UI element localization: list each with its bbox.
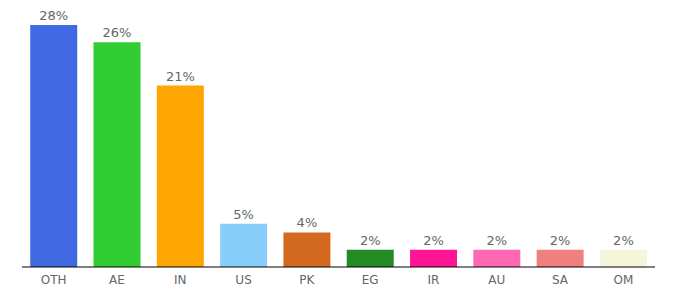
svg-text:US: US	[235, 273, 251, 287]
svg-text:28%: 28%	[39, 8, 68, 23]
svg-text:SA: SA	[552, 273, 569, 287]
svg-text:AU: AU	[488, 273, 505, 287]
svg-text:21%: 21%	[166, 69, 195, 84]
svg-text:2%: 2%	[487, 233, 508, 248]
svg-text:2%: 2%	[550, 233, 571, 248]
svg-text:4%: 4%	[297, 215, 318, 230]
svg-text:2%: 2%	[423, 233, 444, 248]
svg-text:26%: 26%	[103, 25, 132, 40]
svg-text:AE: AE	[109, 273, 125, 287]
svg-text:5%: 5%	[233, 207, 254, 222]
svg-text:IR: IR	[428, 273, 440, 287]
svg-text:IN: IN	[174, 273, 187, 287]
svg-text:PK: PK	[299, 273, 315, 287]
svg-text:2%: 2%	[613, 233, 634, 248]
svg-text:2%: 2%	[360, 233, 381, 248]
svg-text:OTH: OTH	[41, 273, 67, 287]
svg-text:EG: EG	[362, 273, 379, 287]
svg-text:OM: OM	[613, 273, 633, 287]
